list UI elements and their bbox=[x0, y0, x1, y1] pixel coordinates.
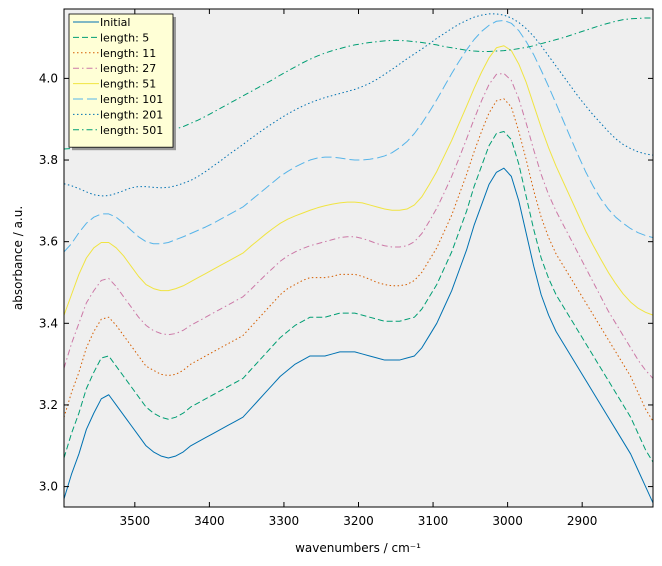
y-tick-label: 3.0 bbox=[39, 480, 58, 494]
ticks-layer: 3500 3400 3300 3200 3100 3000 2900 3.0 3.2 3.4 3.6… bbox=[39, 9, 653, 528]
series-line-5 bbox=[63, 19, 654, 253]
y-axis-label: absorbance / a.u. bbox=[11, 206, 25, 310]
legend: Initial length: 5 length: 11 length: 27 leng… bbox=[68, 13, 176, 151]
x-tick-label: 3400 bbox=[194, 514, 225, 528]
x-tick-label: 3200 bbox=[343, 514, 374, 528]
legend-entry: length: 11 bbox=[100, 47, 156, 60]
x-axis-label: wavenumbers / cm⁻¹ bbox=[295, 541, 421, 555]
legend-entry: length: 5 bbox=[100, 31, 149, 44]
legend-entry: length: 51 bbox=[100, 78, 156, 91]
x-tick-label: 2900 bbox=[567, 514, 598, 528]
x-tick-label: 3500 bbox=[120, 514, 151, 528]
legend-entry: length: 27 bbox=[100, 62, 156, 75]
series-layer bbox=[63, 13, 654, 504]
legend-entry: length: 101 bbox=[100, 93, 163, 106]
x-tick-label: 3300 bbox=[269, 514, 300, 528]
y-tick-label: 4.0 bbox=[39, 71, 58, 85]
y-tick-label: 3.2 bbox=[39, 398, 58, 412]
legend-entry: length: 201 bbox=[100, 108, 163, 121]
series-line-1 bbox=[63, 130, 654, 463]
series-line-3 bbox=[63, 73, 654, 379]
series-line-2 bbox=[63, 98, 654, 422]
series-line-6 bbox=[63, 13, 654, 197]
y-tick-label: 3.6 bbox=[39, 235, 58, 249]
legend-entry: length: 501 bbox=[100, 124, 163, 137]
series-line-0 bbox=[63, 167, 654, 504]
legend-entry: Initial bbox=[100, 16, 130, 29]
x-tick-label: 3000 bbox=[492, 514, 523, 528]
y-tick-label: 3.4 bbox=[39, 316, 58, 330]
legend-box bbox=[68, 13, 174, 148]
y-tick-label: 3.8 bbox=[39, 153, 58, 167]
x-tick-label: 3100 bbox=[418, 514, 449, 528]
series-line-4 bbox=[63, 45, 654, 316]
